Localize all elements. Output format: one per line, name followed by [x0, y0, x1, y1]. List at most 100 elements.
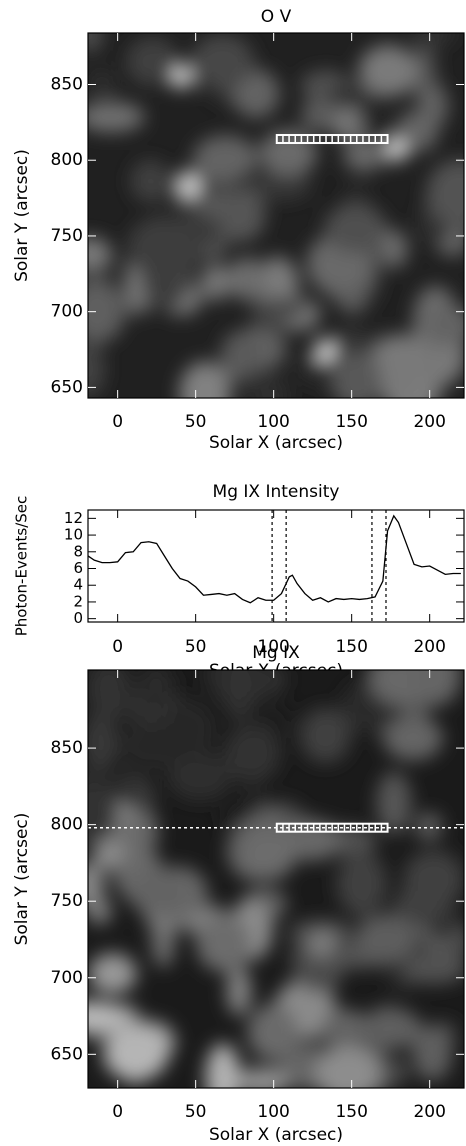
x-tick-label: 150 [335, 412, 367, 432]
plot-frame [87, 509, 465, 623]
blob [329, 99, 364, 141]
y-tick-label: 700 [51, 302, 83, 322]
blob [128, 810, 159, 853]
blob [301, 98, 337, 132]
blob [88, 898, 112, 925]
blob [88, 101, 145, 133]
blob [193, 135, 258, 182]
blob [337, 287, 367, 314]
blob [382, 715, 443, 761]
chart-title: Mg IX Intensity [213, 482, 340, 502]
blob [247, 376, 290, 398]
x-tick-label: 200 [413, 412, 445, 432]
y-tick-label: 650 [51, 1044, 83, 1064]
blob [308, 929, 337, 959]
blob [370, 334, 425, 398]
blob [259, 129, 317, 178]
blob [331, 352, 382, 398]
blob [412, 670, 461, 706]
y-tick-label: 800 [51, 150, 83, 170]
blob [220, 331, 260, 383]
blob [414, 812, 443, 841]
intensity-line [87, 514, 461, 604]
x-tick-label: 200 [413, 637, 445, 657]
image-texture [88, 670, 464, 1088]
y-tick-label: 12 [64, 509, 83, 527]
blob [235, 1067, 290, 1088]
blob [319, 1009, 369, 1052]
plot-frame [87, 32, 465, 399]
blob [412, 1026, 453, 1081]
x-axis-label: Solar X (arcsec) [209, 433, 343, 453]
blob [336, 850, 388, 917]
blob [126, 217, 191, 279]
blob [88, 862, 105, 909]
blob [315, 1046, 381, 1088]
y-tick-label: 10 [64, 526, 83, 544]
y-tick-label: 750 [51, 226, 83, 246]
y-tick-label: 700 [51, 968, 83, 988]
blob [247, 1004, 299, 1061]
bright-spot [172, 64, 192, 89]
blob [130, 159, 171, 203]
blob [241, 829, 297, 881]
blob [128, 867, 187, 916]
image-texture [88, 33, 464, 398]
blob [413, 33, 456, 46]
y-tick-label: 850 [51, 74, 83, 94]
y-tick-label: 850 [51, 738, 83, 758]
bright-spot [386, 137, 407, 162]
x-tick-label: 50 [185, 1102, 207, 1122]
blob [299, 707, 352, 764]
y-axis-label: Solar Y (arcsec) [12, 813, 32, 946]
blob [226, 257, 268, 301]
blob [425, 305, 464, 345]
image [88, 670, 464, 1088]
blob [250, 296, 308, 322]
x-tick-label: 150 [335, 1102, 367, 1122]
blob [426, 159, 464, 227]
blob [218, 802, 250, 829]
blob [376, 771, 412, 835]
blob [138, 670, 175, 710]
blob [88, 783, 118, 844]
y-tick-label: 750 [51, 891, 83, 911]
y-tick-label: 8 [73, 542, 83, 560]
blob [88, 238, 108, 269]
blob [191, 34, 254, 90]
y-tick-label: 6 [73, 559, 83, 577]
blob [205, 1043, 241, 1088]
x-tick-label: 0 [112, 412, 123, 432]
x-tick-label: 0 [112, 1102, 123, 1122]
blob [167, 751, 233, 801]
y-tick-label: 2 [73, 592, 83, 610]
blob [103, 1026, 169, 1081]
x-tick-label: 100 [257, 1102, 289, 1122]
blob [247, 173, 312, 201]
blob [324, 204, 387, 253]
blob [239, 782, 265, 816]
y-tick-label: 4 [73, 576, 83, 594]
blob [393, 885, 449, 922]
y-tick-label: 800 [51, 815, 83, 835]
plot-frame [87, 669, 465, 1089]
blob [88, 711, 118, 774]
blob [119, 690, 149, 725]
blob [394, 111, 439, 153]
blob [163, 726, 197, 752]
blob [179, 361, 232, 398]
blob [361, 1007, 422, 1049]
bright-spot [314, 338, 335, 363]
x-tick-label: 50 [185, 637, 207, 657]
blob [196, 915, 252, 973]
blob [358, 45, 418, 97]
chart-title: O V [261, 7, 292, 27]
blob [88, 341, 105, 398]
image [88, 33, 464, 398]
y-axis-label: Solar Y (arcsec) [12, 149, 32, 282]
blob [403, 952, 464, 985]
x-axis-label: Solar X (arcsec) [209, 1125, 343, 1145]
chart-title: Mg IX [252, 643, 300, 663]
y-tick-label: 0 [73, 609, 83, 627]
